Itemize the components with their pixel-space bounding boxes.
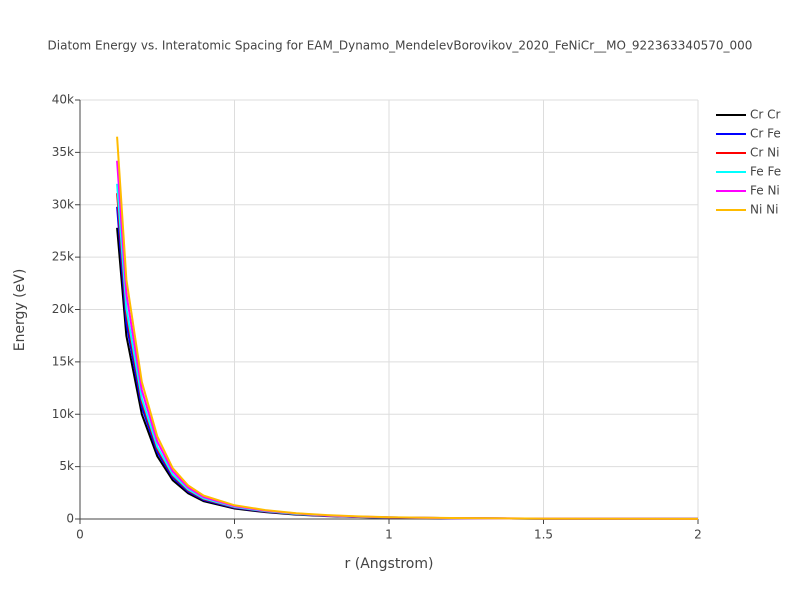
y-tick-label: 20k bbox=[52, 302, 74, 316]
legend-label: Cr Cr bbox=[750, 108, 781, 122]
x-axis-label: r (Angstrom) bbox=[345, 556, 434, 572]
series-line bbox=[116, 136, 699, 520]
x-tick-label: 1 bbox=[385, 528, 393, 542]
y-axis-label: Energy (eV) bbox=[12, 269, 28, 352]
y-tick-label: 5k bbox=[59, 459, 74, 473]
chart-title: Diatom Energy vs. Interatomic Spacing fo… bbox=[48, 39, 753, 53]
y-tick-label: 30k bbox=[52, 197, 74, 211]
legend-label: Fe Fe bbox=[750, 165, 781, 179]
y-tick-label: 10k bbox=[52, 407, 74, 421]
x-tick-label: 0 bbox=[76, 528, 84, 542]
y-tick-label: 15k bbox=[52, 354, 74, 368]
y-tick-label: 0 bbox=[66, 512, 74, 526]
legend-label: Cr Ni bbox=[750, 146, 779, 160]
y-tick-label: 35k bbox=[52, 145, 74, 159]
y-tick-label: 40k bbox=[52, 93, 74, 107]
legend-label: Ni Ni bbox=[750, 203, 778, 217]
x-tick-label: 1.5 bbox=[534, 528, 553, 542]
legend-label: Fe Ni bbox=[750, 184, 780, 198]
y-tick-label: 25k bbox=[52, 250, 74, 264]
x-tick-label: 2 bbox=[694, 528, 702, 542]
legend-label: Cr Fe bbox=[750, 127, 781, 141]
x-tick-label: 0.5 bbox=[225, 528, 244, 542]
